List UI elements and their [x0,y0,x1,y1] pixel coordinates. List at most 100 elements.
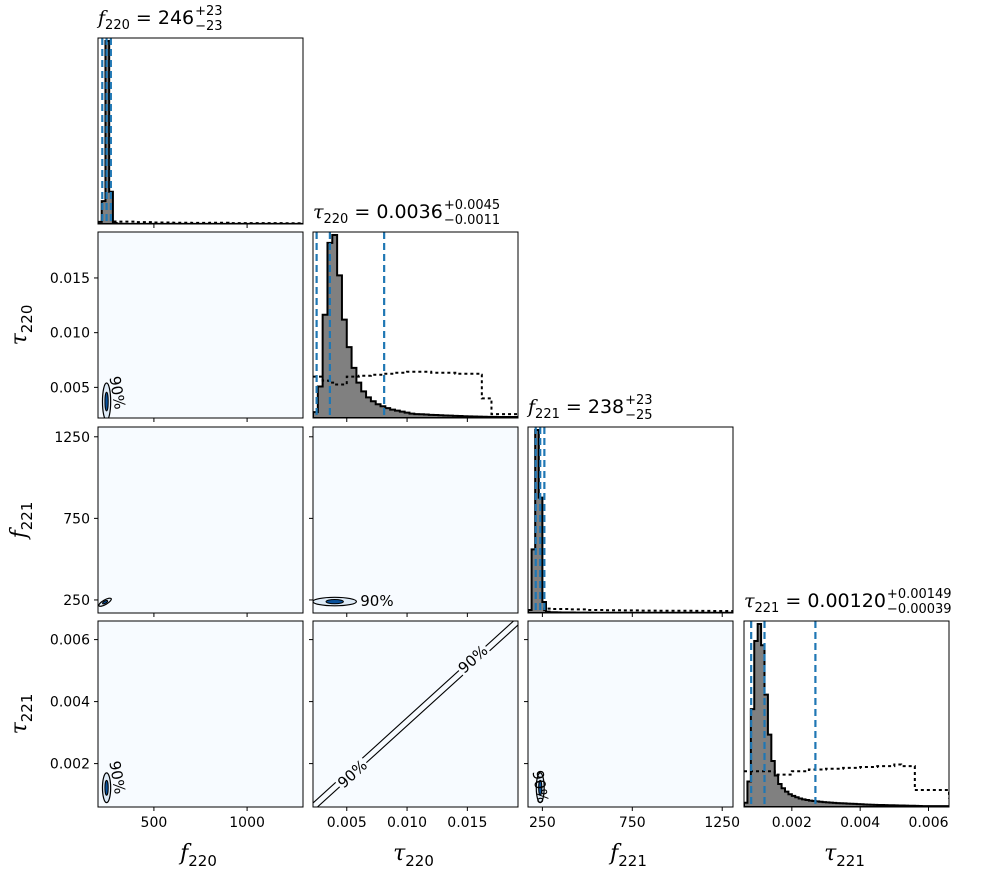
title-subscript: 221 [755,601,780,616]
title-symbol: f [526,396,538,418]
y-tick-label: 0.015 [50,271,90,287]
x-tick-label: 1000 [229,815,265,831]
title-value: = 238 [560,396,624,418]
panel-frame [527,426,734,614]
axis-subscript: 220 [405,852,434,870]
axis-subscript: 220 [188,852,217,870]
panel-frame [97,37,304,225]
panel-frame [97,231,304,419]
axis-symbol: τ [393,841,406,866]
posterior-outline [98,40,303,224]
histogram-τ220 [313,232,518,418]
posterior-fill [528,430,733,613]
posterior-fill [313,235,518,418]
title-symbol: f [96,7,108,29]
y-axis-label: τ220 [7,305,36,346]
y-tick-label: 0.006 [50,633,90,649]
contour-label: 90% [105,375,129,411]
band-label-gap [333,755,373,794]
y-tick-label: 250 [63,593,90,609]
title-value: = 0.0036 [348,201,442,223]
histogram-f221 [528,427,733,613]
contour-core [102,600,109,605]
title-plus-error: +23 [625,393,652,408]
x-tick-label: 0.010 [387,815,427,831]
title-symbol: τ [744,590,755,612]
prior-histogram [98,220,303,224]
y-tick-label: 0.002 [50,757,90,773]
title-subscript: 221 [535,407,560,422]
density-background [313,427,518,613]
density-background [98,427,303,613]
panel-title: f220 = 246 [96,7,194,33]
x-tick-label: 0.005 [327,815,367,831]
x-tick-label: 250 [529,815,556,831]
x-axis-label: f220 [178,841,217,870]
y-tick-label: 750 [63,511,90,527]
contour-label: 90% [528,769,552,805]
density-background [98,232,303,418]
panel-title: f221 = 238 [526,396,624,422]
x-axis-label: f221 [608,841,647,870]
title-subscript: 220 [324,212,349,227]
axis-symbol: τ [7,721,32,734]
x-tick-label: 1250 [704,815,740,831]
axis-subscript: 221 [18,502,36,531]
contour-core [325,598,344,605]
axis-symbol: τ [824,841,837,866]
title-value: = 0.00120 [779,590,886,612]
panel-frame [312,426,519,614]
panel-title: τ221 = 0.00120 [744,590,886,616]
panel-221-vs-221 [528,621,733,807]
posterior-outline [528,429,733,613]
title-minus-error: −25 [625,408,652,423]
posterior-outline [313,234,518,418]
axis-subscript: 221 [618,852,647,870]
contour-group: 90% [101,759,129,804]
panel-221-vs-220 [98,427,303,613]
axis-symbol: τ [7,332,32,345]
title-plus-error: +0.0045 [444,198,500,213]
x-tick-label: 0.002 [772,815,812,831]
axis-subscript: 221 [18,694,36,723]
prior-histogram [744,763,949,799]
panel-220-vs-220 [98,232,303,418]
contour-core [104,391,109,412]
x-axis-label: τ220 [393,841,434,870]
panel-frame [743,620,950,808]
panel-frame [312,231,519,419]
title-subscript: 220 [105,18,130,33]
y-tick-label: 1250 [54,430,90,446]
x-tick-label: 0.015 [447,815,487,831]
contour-label: 90% [360,592,393,610]
histogram-f220 [98,38,303,224]
title-minus-error: −23 [195,19,222,34]
contour-core [538,779,543,796]
panel-frame [97,620,304,808]
x-axis-label: τ221 [824,841,865,870]
x-tick-label: 750 [619,815,646,831]
band-label-gap [454,640,493,679]
panel-221-vs-220 [313,427,518,613]
title-minus-error: −0.00039 [887,602,952,617]
posterior-fill [98,41,303,224]
panel-frame [97,426,304,614]
x-tick-label: 0.004 [840,815,880,831]
contour-label: 90% [105,759,129,795]
contour-group: 90% [313,592,394,610]
histogram-τ221 [744,621,949,807]
panel-frame [312,620,519,808]
density-background [98,621,303,807]
y-tick-label: 0.005 [50,380,90,396]
contour-core [104,779,109,796]
posterior-fill [744,624,949,807]
title-plus-error: +0.00149 [887,587,952,602]
contour-group: 90% [528,769,552,805]
x-tick-label: 0.006 [908,815,948,831]
y-axis-label: τ221 [7,694,36,735]
axis-subscript: 221 [836,852,865,870]
panel-221-vs-220 [98,621,303,807]
panel-frame [527,620,734,808]
density-background [528,621,733,807]
title-plus-error: +23 [195,4,222,19]
